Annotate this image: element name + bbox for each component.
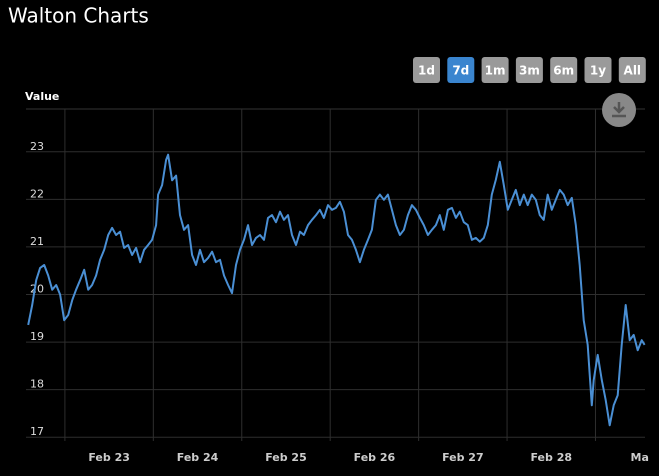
x-tick-label: Feb 28: [530, 451, 572, 464]
range-button-label: 1y: [590, 64, 606, 78]
range-button[interactable]: [550, 57, 578, 83]
x-tick-label: Feb 27: [442, 451, 484, 464]
range-button[interactable]: [515, 57, 543, 83]
range-button-label: 1d: [418, 64, 435, 78]
y-tick-label: 17: [30, 425, 44, 438]
range-button-label: 6m: [553, 64, 574, 78]
range-button-label: 3m: [519, 64, 540, 78]
data-line: [27, 153, 646, 427]
x-tick-label: Feb 26: [354, 451, 396, 464]
y-tick-label: 22: [30, 187, 44, 200]
y-tick-label: 20: [30, 283, 44, 296]
x-tick-label: Ma: [631, 451, 649, 464]
y-tick-label: 19: [30, 330, 44, 343]
range-button[interactable]: [481, 57, 509, 83]
range-button-label: 7d: [452, 64, 469, 78]
y-tick-label: 21: [30, 235, 44, 248]
y-tick-label: 18: [30, 378, 44, 391]
page-title: Walton Charts: [8, 4, 149, 28]
range-button[interactable]: [413, 57, 440, 83]
x-tick-label: Feb 25: [265, 451, 307, 464]
range-button[interactable]: [584, 57, 612, 83]
x-tick-label: Feb 24: [177, 451, 219, 464]
download-icon: [612, 102, 626, 118]
range-button[interactable]: [618, 57, 646, 83]
range-button[interactable]: [447, 57, 475, 83]
y-axis-label: Value: [25, 90, 59, 103]
y-tick-label: 23: [30, 140, 44, 153]
range-button-label: All: [624, 64, 642, 78]
range-button-label: 1m: [485, 64, 506, 78]
x-tick-label: Feb 23: [88, 451, 130, 464]
